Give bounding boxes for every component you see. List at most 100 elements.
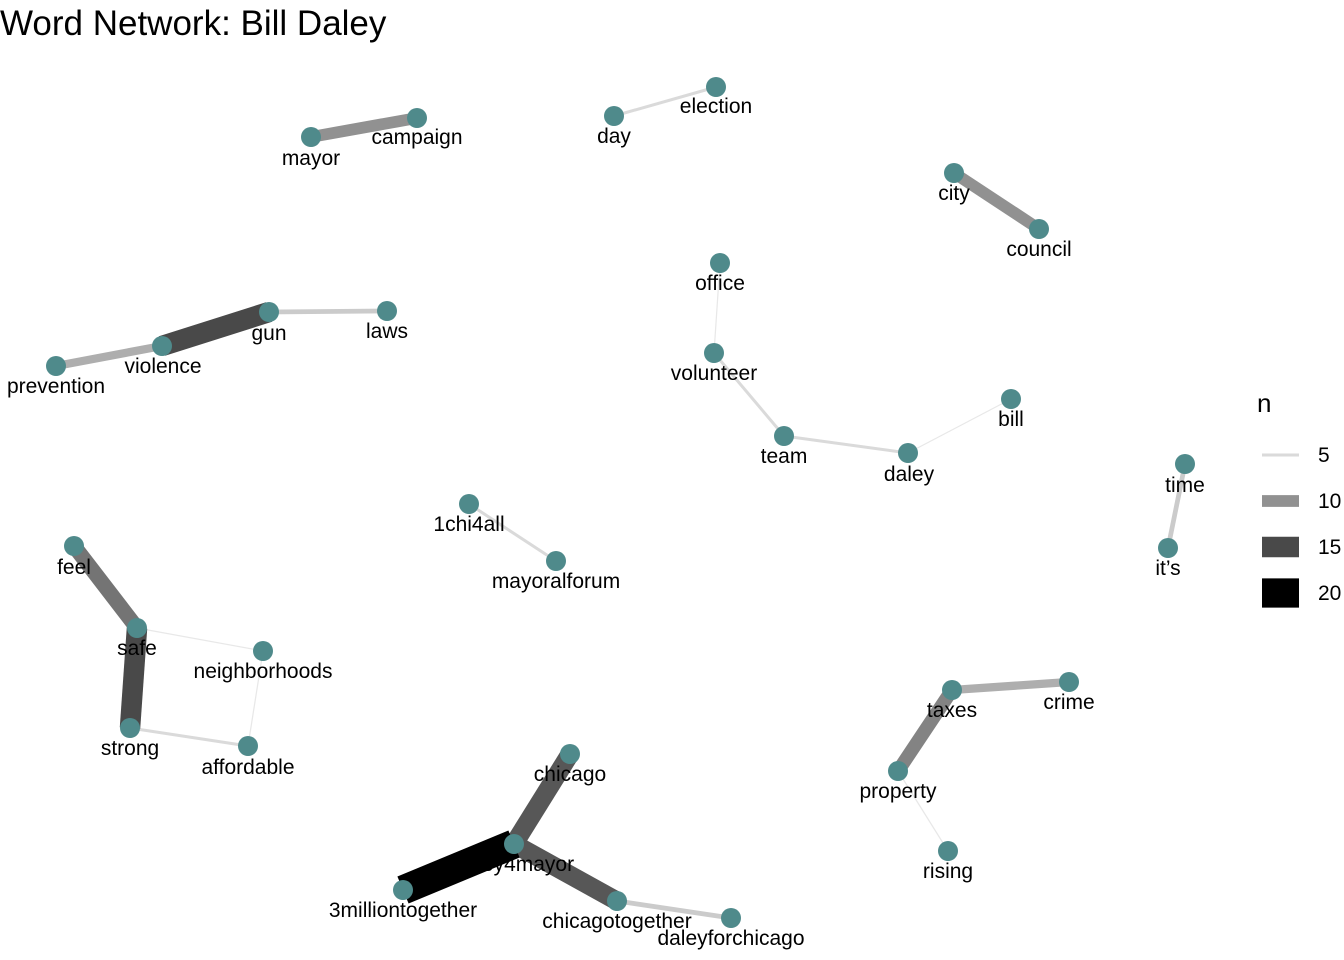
node-prevention bbox=[46, 356, 66, 376]
node-3milliontogether bbox=[393, 880, 413, 900]
edge-property-rising bbox=[897, 770, 949, 852]
node-taxes bbox=[942, 680, 962, 700]
edge-time-it-s bbox=[1165, 463, 1188, 549]
node-label-1chi4all: 1chi4all bbox=[433, 513, 504, 536]
legend-key-5 bbox=[1262, 453, 1299, 457]
node-campaign bbox=[407, 108, 427, 128]
edge-volunteer-team bbox=[712, 352, 786, 437]
node-label-safe: safe bbox=[117, 637, 157, 660]
node-label-it-s: it’s bbox=[1155, 557, 1180, 580]
node-label-crime: crime bbox=[1043, 691, 1094, 714]
node-time bbox=[1175, 454, 1195, 474]
legend-label-20: 20 bbox=[1318, 582, 1341, 605]
node-team bbox=[774, 426, 794, 446]
legend-label-5: 5 bbox=[1318, 444, 1330, 467]
edge-strong-affordable bbox=[129, 726, 249, 748]
node-label-mayor: mayor bbox=[282, 147, 340, 170]
edge-daley4mayor-chicago bbox=[506, 749, 578, 849]
node-label-taxes: taxes bbox=[927, 699, 977, 722]
node-laws bbox=[377, 301, 397, 321]
edge-1chi4all-mayoralforum bbox=[468, 502, 557, 563]
labels-layer: mayor campaign day election city council gun la… bbox=[7, 95, 1205, 950]
node-label-council: council bbox=[1006, 238, 1071, 261]
node-property bbox=[888, 761, 908, 781]
edge-feel-safe bbox=[67, 541, 144, 633]
node-it-s bbox=[1158, 538, 1178, 558]
node-label-mayoralforum: mayoralforum bbox=[492, 570, 620, 593]
node-label-3milliontogether: 3milliontogether bbox=[329, 899, 477, 922]
node-label-city: city bbox=[938, 182, 970, 205]
edge-neighborhoods-affordable bbox=[247, 650, 264, 747]
edge-safe-neighborhoods bbox=[136, 627, 264, 652]
edge-chicagotogether-daleyforchicago bbox=[616, 898, 732, 921]
edge-safe-strong bbox=[119, 627, 148, 729]
node-label-day: day bbox=[597, 125, 631, 148]
node-mayor bbox=[301, 127, 321, 147]
node-daley4mayor bbox=[504, 834, 524, 854]
edge-daley4mayor-chicagotogether bbox=[509, 835, 622, 910]
node-label-property: property bbox=[859, 780, 937, 803]
node-label-strong: strong bbox=[101, 737, 159, 760]
edge-daley4mayor-3milliontogether bbox=[397, 830, 520, 904]
edge-office-volunteer bbox=[713, 262, 721, 354]
node-affordable bbox=[238, 736, 258, 756]
node-label-election: election bbox=[680, 95, 752, 118]
node-label-prevention: prevention bbox=[7, 375, 105, 398]
edge-taxes-property bbox=[892, 686, 958, 775]
node-label-bill: bill bbox=[998, 408, 1024, 431]
node-rising bbox=[938, 841, 958, 861]
node-city bbox=[944, 163, 964, 183]
node-label-feel: feel bbox=[57, 556, 91, 579]
node-label-gun: gun bbox=[251, 322, 286, 345]
node-volunteer bbox=[704, 343, 724, 363]
node-neighborhoods bbox=[253, 641, 273, 661]
node-office bbox=[710, 253, 730, 273]
legend-key-20 bbox=[1262, 578, 1299, 608]
edge-violence-prevention bbox=[55, 341, 163, 371]
node-label-laws: laws bbox=[366, 320, 408, 343]
edges-layer bbox=[55, 85, 1188, 921]
node-safe bbox=[127, 618, 147, 638]
node-label-office: office bbox=[695, 272, 745, 295]
edge-gun-violence bbox=[158, 302, 273, 356]
legend-key-10 bbox=[1262, 495, 1299, 507]
nodes-layer bbox=[46, 77, 1195, 928]
node-label-daley4mayor: daley4mayor bbox=[454, 853, 574, 876]
node-feel bbox=[64, 536, 84, 556]
node-strong bbox=[120, 718, 140, 738]
node-label-team: team bbox=[761, 445, 808, 468]
node-election bbox=[706, 77, 726, 97]
chart-title: Word Network: Bill Daley bbox=[0, 4, 387, 43]
edge-day-election bbox=[613, 85, 717, 118]
node-label-chicago: chicago bbox=[534, 763, 606, 786]
node-bill bbox=[1001, 389, 1021, 409]
node-label-volunteer: volunteer bbox=[671, 362, 757, 385]
node-label-violence: violence bbox=[124, 355, 201, 378]
edge-mayor-campaign bbox=[309, 112, 419, 143]
node-crime bbox=[1059, 672, 1079, 692]
node-1chi4all bbox=[459, 494, 479, 514]
node-violence bbox=[152, 336, 172, 356]
node-label-campaign: campaign bbox=[371, 126, 462, 149]
legend-label-15: 15 bbox=[1318, 536, 1341, 559]
legend: n 5 10 15 20 bbox=[1257, 388, 1341, 608]
edge-taxes-crime bbox=[951, 677, 1070, 695]
node-label-time: time bbox=[1165, 474, 1205, 497]
node-label-rising: rising bbox=[923, 860, 973, 883]
node-daley bbox=[898, 443, 918, 463]
node-daleyforchicago bbox=[721, 908, 741, 928]
node-gun bbox=[259, 302, 279, 322]
node-chicagotogether bbox=[607, 891, 627, 911]
edge-city-council bbox=[950, 168, 1043, 234]
node-label-daley: daley bbox=[884, 463, 935, 486]
edge-team-daley bbox=[783, 434, 909, 455]
node-council bbox=[1029, 219, 1049, 239]
node-label-daleyforchicago: daleyforchicago bbox=[657, 927, 804, 950]
node-chicago bbox=[560, 744, 580, 764]
edge-daley-bill bbox=[907, 398, 1012, 454]
legend-label-10: 10 bbox=[1318, 490, 1341, 513]
node-day bbox=[604, 106, 624, 126]
node-label-neighborhoods: neighborhoods bbox=[194, 660, 333, 683]
node-label-chicagotogether: chicagotogether bbox=[542, 910, 691, 933]
